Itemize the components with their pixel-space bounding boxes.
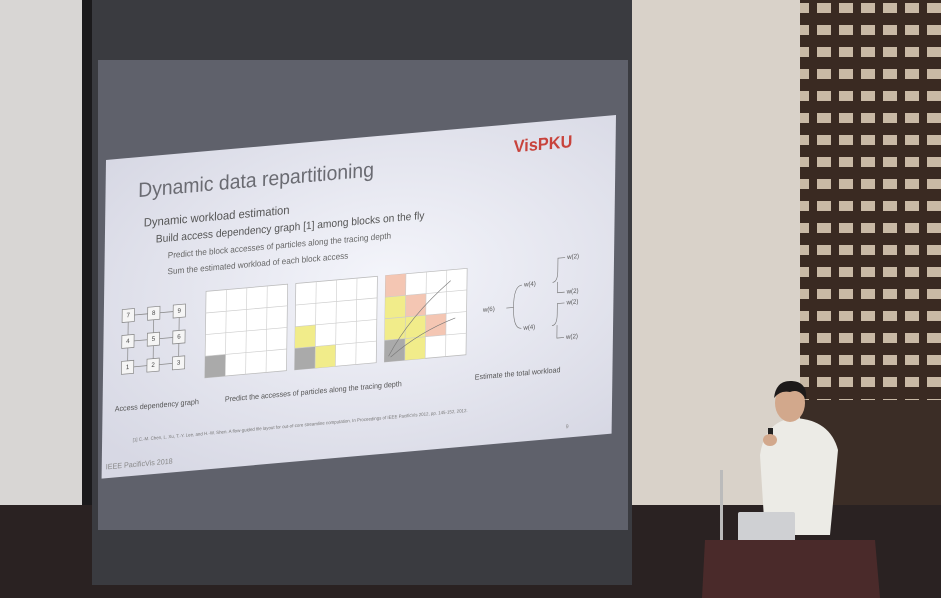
grid-2 xyxy=(294,275,378,371)
shirt xyxy=(760,418,838,535)
tree-label: w(2) xyxy=(565,333,578,341)
tree-lines xyxy=(506,257,566,339)
laptop xyxy=(738,512,795,542)
grid-3 xyxy=(384,267,468,363)
grid-lines xyxy=(384,270,467,361)
grid-cell xyxy=(385,273,406,298)
hair xyxy=(774,380,807,400)
tree-label: w(4) xyxy=(523,280,536,288)
grid-cell xyxy=(294,346,316,370)
tree-label: w(6) xyxy=(482,306,495,314)
grid-cell xyxy=(204,354,226,378)
tree-label: w(2) xyxy=(566,253,579,261)
edges xyxy=(127,311,180,368)
hand xyxy=(763,434,777,446)
node-label: 1 xyxy=(126,364,130,372)
grid-cell xyxy=(405,293,427,317)
brick-wall xyxy=(800,0,941,400)
tree-label: w(2) xyxy=(566,298,579,306)
grid-cell xyxy=(294,324,316,349)
tree-label: w(4) xyxy=(522,324,535,332)
node-label: 6 xyxy=(177,333,181,341)
node-labels: 7 8 9 4 5 6 1 2 3 xyxy=(126,307,182,371)
streamlines xyxy=(388,280,456,358)
grid-cell xyxy=(384,338,406,362)
node-label: 5 xyxy=(152,336,156,344)
node-label: 7 xyxy=(127,312,131,320)
slide: VisPKU Dynamic data repartitioning Dynam… xyxy=(101,114,616,479)
node-label: 3 xyxy=(177,359,181,367)
tree-labels: w(6) w(4) w(4) w(2) w(2) w(2) w(2) xyxy=(482,253,579,341)
grid-lines xyxy=(205,285,288,377)
mic-stand xyxy=(720,470,723,540)
grid-cell xyxy=(315,344,336,369)
tree-label: w(2) xyxy=(566,287,579,295)
face xyxy=(775,384,805,422)
workload-tree xyxy=(506,257,566,339)
grid-cell xyxy=(425,313,447,337)
presenter xyxy=(760,380,838,535)
node-label: 9 xyxy=(178,307,182,315)
grid-1 xyxy=(204,283,289,379)
page-number: 9 xyxy=(566,424,569,430)
node-label: 2 xyxy=(151,362,155,370)
podium xyxy=(702,540,880,598)
microphone xyxy=(768,428,773,440)
node-label: 8 xyxy=(152,310,156,318)
node-label: 4 xyxy=(126,338,130,346)
left-wall xyxy=(0,0,82,505)
dependency-graph xyxy=(120,303,186,375)
grid-lines xyxy=(294,278,378,369)
